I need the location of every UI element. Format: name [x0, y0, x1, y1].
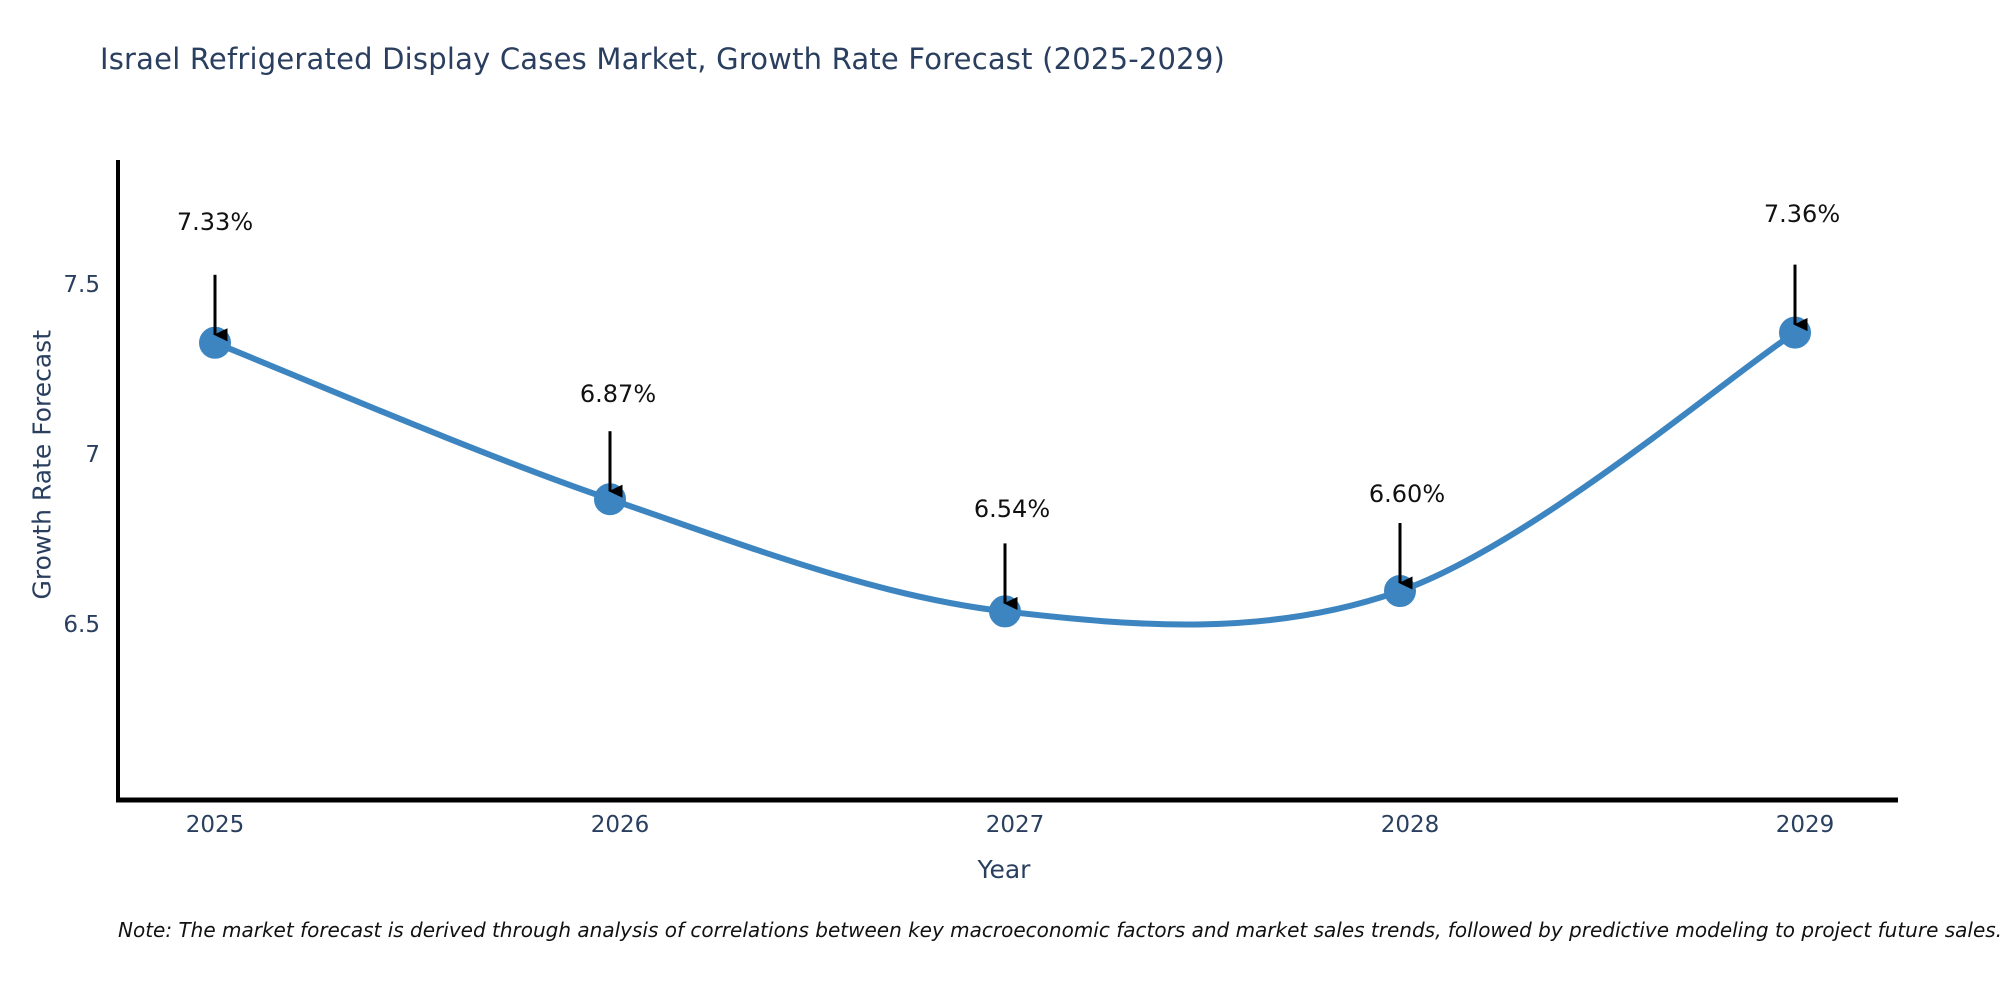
data-point-label: 6.87%: [579, 380, 657, 408]
x-tick-label: 2026: [590, 812, 650, 838]
x-tick-label: 2029: [1775, 812, 1835, 838]
x-tick-label: 2025: [185, 812, 245, 838]
chart-title: Israel Refrigerated Display Cases Market…: [100, 42, 1225, 76]
data-point-label: 7.33%: [176, 208, 254, 236]
y-tick-label: 7: [85, 442, 100, 468]
annotation-arrows: [213, 264, 1808, 611]
data-point-label: 7.36%: [1763, 200, 1841, 228]
y-tick-label: 7.5: [63, 272, 100, 298]
x-axis-title-wrap: Year: [0, 855, 2000, 884]
x-axis-title: Year: [977, 855, 1031, 884]
data-point-label: 6.60%: [1368, 480, 1446, 508]
chart-footnote: Note: The market forecast is derived thr…: [118, 918, 2000, 942]
y-tick-label: 6.5: [63, 612, 100, 638]
data-point-label: 6.54%: [973, 495, 1051, 523]
x-tick-label: 2028: [1380, 812, 1440, 838]
x-tick-label: 2027: [985, 812, 1045, 838]
